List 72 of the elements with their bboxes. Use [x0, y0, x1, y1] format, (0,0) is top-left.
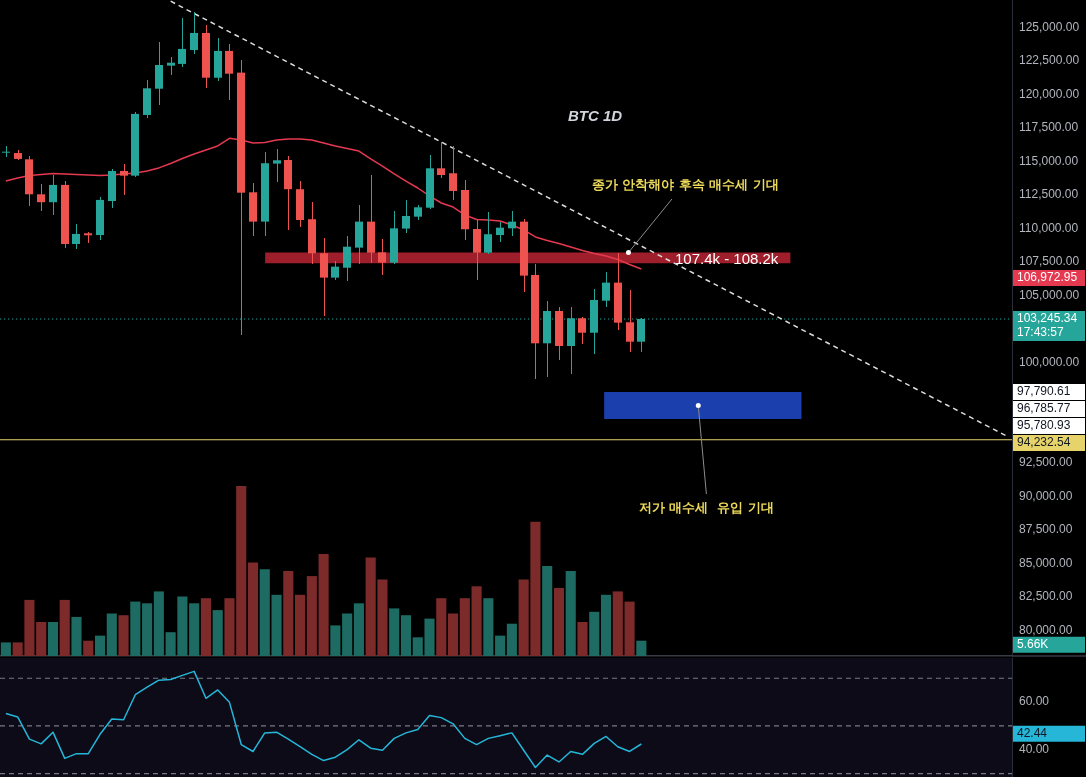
- bar: [94, 635, 106, 656]
- bar: [447, 613, 459, 656]
- candlestick: [2, 146, 10, 157]
- bar: [342, 613, 353, 656]
- y-tick-label: 82,500.00: [1019, 589, 1073, 604]
- y-tick-label: 117,500.00: [1019, 120, 1079, 135]
- y-tick-label: 40.00: [1019, 742, 1050, 757]
- ref-line-label: 103,245.34: [1017, 311, 1078, 326]
- bar: [59, 599, 70, 656]
- bar: [495, 635, 506, 656]
- bar: [71, 616, 82, 656]
- y-tick-label: 100,000.00: [1019, 354, 1080, 369]
- text: 97,790.61: [1017, 384, 1071, 399]
- annotation: 종가 안착해야 후속 매수세 기대: [591, 177, 779, 193]
- bar: [247, 562, 259, 656]
- bar: [200, 598, 211, 656]
- y-tick-label: 125,000.00: [1019, 19, 1080, 34]
- bar: [0, 642, 11, 656]
- bar: [47, 622, 59, 656]
- text: 42.44: [1017, 726, 1048, 741]
- bar: [400, 615, 412, 656]
- y-tick-label: 115,000.00: [1019, 153, 1079, 168]
- bar: [389, 608, 400, 656]
- bar: [636, 640, 647, 656]
- bar: [295, 594, 306, 656]
- y-tick-label: 120,000.00: [1019, 86, 1080, 101]
- text: 95,780.93: [1017, 418, 1071, 433]
- bar: [506, 623, 517, 656]
- bar: [600, 594, 612, 656]
- y-tick-label: 80,000.00: [1019, 622, 1073, 637]
- y-tick-label: 112,500.00: [1019, 187, 1079, 202]
- text: 106,972.95: [1017, 270, 1078, 285]
- bar: [353, 603, 364, 656]
- bar: [589, 611, 600, 656]
- line-series: [169, 0, 1007, 437]
- bar: [459, 598, 470, 656]
- bar: [483, 598, 494, 656]
- text: BTC 1D: [567, 107, 623, 125]
- text: 5.66K: [1017, 637, 1049, 652]
- y-tick-label: 122,500.00: [1019, 53, 1080, 68]
- y-tick-label: 110,000.00: [1019, 220, 1079, 235]
- bar: [542, 565, 553, 656]
- bar: [142, 603, 153, 656]
- bar: [318, 554, 329, 656]
- bar: [553, 588, 565, 656]
- bar: [130, 601, 141, 656]
- bar: [212, 610, 223, 656]
- bar: [436, 598, 447, 656]
- ref-line-label: 94,232.54: [1017, 435, 1071, 450]
- bar: [330, 625, 341, 656]
- annotation: 저가 매수세 유입 기대: [638, 500, 774, 516]
- text: 17:43:57: [1017, 325, 1065, 340]
- bar: [106, 613, 117, 656]
- bar: [283, 571, 294, 656]
- bar: [36, 622, 47, 656]
- bar: [471, 586, 482, 656]
- bar: [83, 640, 94, 656]
- bar: [153, 591, 164, 656]
- bar: [565, 571, 576, 656]
- y-tick-label: 105,000.00: [1019, 287, 1080, 302]
- bar: [306, 576, 317, 656]
- bar: [577, 622, 588, 656]
- y-tick-label: 87,500.00: [1019, 522, 1073, 537]
- y-tick-label: 107,500.00: [1019, 254, 1080, 269]
- text: 96,785.77: [1017, 401, 1071, 416]
- y-tick-label: 60.00: [1019, 694, 1050, 709]
- y-tick-label: 85,000.00: [1019, 555, 1073, 570]
- bar: [189, 603, 200, 656]
- band-label: 107.4k - 108.2k: [674, 250, 779, 268]
- y-tick-label: 90,000.00: [1019, 488, 1073, 503]
- bar: [118, 615, 129, 656]
- y-tick-label: 92,500.00: [1019, 455, 1073, 470]
